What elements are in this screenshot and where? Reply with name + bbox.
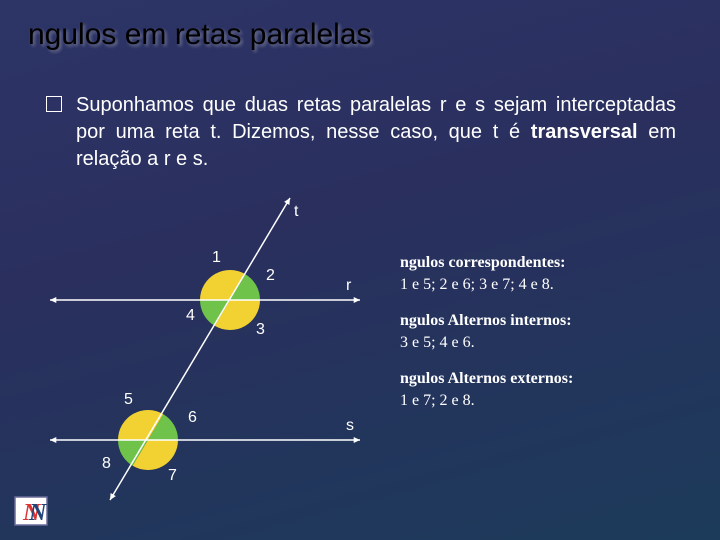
body-text: Suponhamos que duas retas paralelas r e …	[76, 92, 676, 173]
svg-text:s: s	[346, 417, 354, 434]
svg-text:t: t	[294, 203, 299, 220]
svg-text:1: 1	[212, 249, 221, 266]
svg-text:5: 5	[124, 391, 133, 408]
angle-notes: ngulos correspondentes: 1 e 5; 2 e 6; 3 e…	[400, 254, 700, 410]
body-bold: transversal	[531, 121, 638, 143]
svg-text:3: 3	[256, 321, 265, 338]
svg-text:4: 4	[186, 307, 195, 324]
svg-text:r: r	[346, 277, 352, 294]
parallel-lines-diagram: r s t 1 2 3 4 5 6 7 8	[40, 190, 380, 530]
svg-text:N: N	[28, 500, 48, 526]
bullet-row: Suponhamos que duas retas paralelas r e …	[46, 92, 676, 173]
svg-text:2: 2	[266, 267, 275, 284]
note-heading: ngulos Alternos internos:	[400, 312, 700, 330]
footer-logo: NN	[14, 496, 48, 526]
bullet-checkbox	[46, 96, 62, 112]
svg-text:7: 7	[168, 467, 177, 484]
note-detail: 3 e 5; 4 e 6.	[400, 334, 700, 352]
note-detail: 1 e 5; 2 e 6; 3 e 7; 4 e 8.	[400, 276, 700, 294]
note-detail: 1 e 7; 2 e 8.	[400, 392, 700, 410]
note-heading: ngulos correspondentes:	[400, 254, 700, 272]
svg-text:8: 8	[102, 455, 111, 472]
slide-title: ngulos em retas paralelas	[28, 18, 372, 52]
svg-text:6: 6	[188, 409, 197, 426]
note-heading: ngulos Alternos externos:	[400, 370, 700, 388]
